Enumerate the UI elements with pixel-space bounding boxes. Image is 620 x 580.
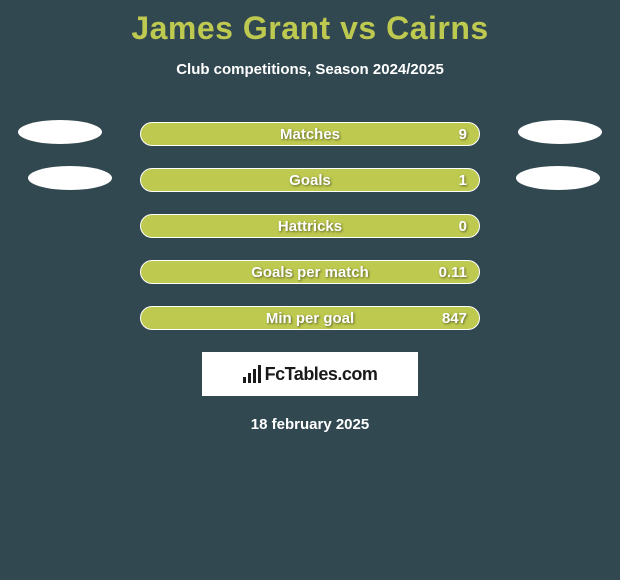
decor-ellipse-left-2 xyxy=(28,166,112,190)
stat-label: Hattricks xyxy=(278,218,342,235)
decor-ellipse-right-1 xyxy=(518,120,602,144)
decor-ellipse-right-2 xyxy=(516,166,600,190)
chart-bars-icon xyxy=(243,365,261,383)
stats-area: Matches 9 Goals 1 Hattricks 0 Goals per … xyxy=(0,122,620,330)
stat-value: 0.11 xyxy=(439,264,467,281)
stat-label: Matches xyxy=(280,126,340,143)
stat-row-matches: Matches 9 xyxy=(140,122,480,146)
stat-row-min-per-goal: Min per goal 847 xyxy=(140,306,480,330)
stat-label: Goals xyxy=(289,172,331,189)
stat-value: 0 xyxy=(459,218,467,235)
stat-row-hattricks: Hattricks 0 xyxy=(140,214,480,238)
stat-value: 9 xyxy=(459,126,467,143)
logo-inner: FcTables.com xyxy=(243,364,378,385)
subtitle: Club competitions, Season 2024/2025 xyxy=(0,61,620,78)
stat-row-goals-per-match: Goals per match 0.11 xyxy=(140,260,480,284)
stat-row-goals: Goals 1 xyxy=(140,168,480,192)
stat-label: Min per goal xyxy=(266,310,354,327)
stat-value: 847 xyxy=(442,310,467,327)
stat-value: 1 xyxy=(459,172,467,189)
page-title: James Grant vs Cairns xyxy=(0,0,620,47)
date-text: 18 february 2025 xyxy=(0,416,620,433)
stat-label: Goals per match xyxy=(251,264,369,281)
decor-ellipse-left-1 xyxy=(18,120,102,144)
logo-text: FcTables.com xyxy=(265,364,378,385)
logo-box: FcTables.com xyxy=(202,352,418,396)
